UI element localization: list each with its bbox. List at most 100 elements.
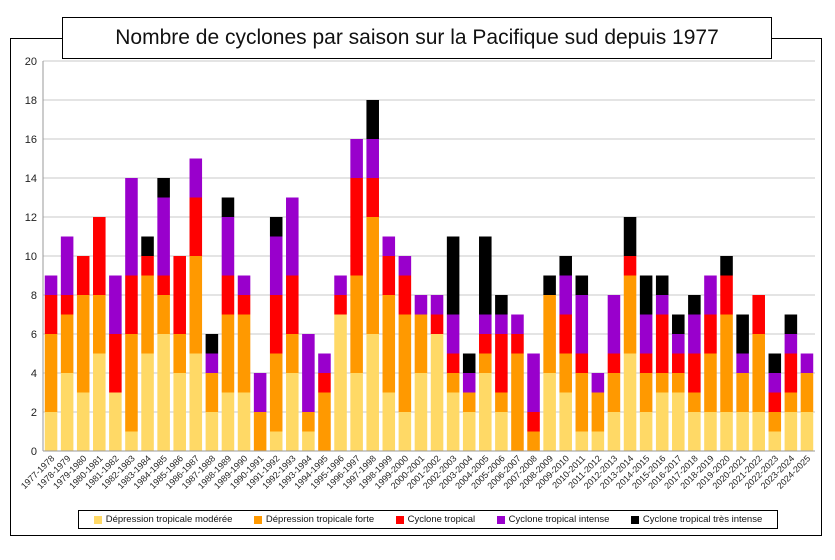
bar-segment — [173, 373, 186, 451]
bar-segment — [655, 373, 669, 393]
bar-segment — [237, 392, 251, 451]
chart-legend: Dépression tropicale modérée Dépression t… — [78, 510, 778, 529]
bar-segment — [253, 373, 267, 412]
bar-segment — [189, 353, 203, 451]
bar-segment — [157, 295, 170, 334]
bar-segment — [125, 431, 138, 451]
bar-segment — [237, 314, 251, 393]
bar-segment — [720, 275, 733, 315]
bar-segment — [366, 178, 379, 217]
bar-segment — [559, 392, 572, 451]
legend-swatch — [253, 515, 262, 524]
bar-segment — [398, 314, 412, 412]
bar-segment — [205, 373, 219, 412]
bar-segment — [720, 256, 733, 276]
bar-segment — [269, 431, 283, 451]
bar-segment — [768, 353, 782, 373]
bar-segment — [479, 236, 492, 315]
bar-segment — [672, 334, 685, 354]
bar-segment — [318, 373, 331, 393]
bar-segment — [125, 334, 138, 432]
bar-segment — [382, 295, 396, 393]
bar-segment — [639, 275, 653, 315]
bar-segment — [623, 353, 637, 451]
bar-segment — [286, 334, 299, 373]
legend-swatch — [93, 515, 102, 524]
bar-segment — [189, 197, 203, 256]
bar-segment — [430, 334, 444, 451]
y-tick-label: 12 — [25, 212, 37, 224]
bar-segment — [269, 295, 283, 354]
bar-segment — [60, 373, 74, 451]
bar-segment — [623, 217, 637, 256]
bar-segment — [205, 334, 219, 354]
legend-item: Cyclone tropical — [395, 514, 476, 525]
bar-segment — [736, 353, 749, 373]
bar-segment — [495, 295, 508, 315]
bar-segment — [704, 412, 717, 451]
bar-segment — [173, 334, 186, 373]
bar-segment — [511, 353, 524, 451]
bar-segment — [350, 139, 363, 178]
bar-segment — [462, 373, 476, 393]
bar-segment — [141, 275, 154, 354]
bar-segment — [559, 314, 572, 354]
bar-segment — [720, 412, 733, 451]
bar-segment — [269, 236, 283, 295]
bar-segment — [44, 275, 58, 295]
bar-segment — [800, 373, 814, 412]
bar-segment — [446, 314, 460, 354]
legend-item: Dépression tropicale forte — [253, 514, 374, 525]
bar-segment — [704, 353, 717, 412]
bar-segment — [141, 236, 154, 256]
bar-segment — [350, 373, 363, 451]
bar-segment — [688, 295, 701, 315]
bar-segment — [479, 314, 492, 334]
bar-segment — [109, 275, 122, 334]
bar-segment — [479, 334, 492, 354]
bar-segment — [157, 178, 170, 198]
bar-segment — [736, 412, 749, 451]
bar-segment — [784, 314, 798, 334]
bar-segment — [639, 412, 653, 451]
bar-segment — [382, 256, 396, 295]
bar-segment — [639, 314, 653, 354]
bar-segment — [302, 334, 315, 412]
bar-segment — [752, 412, 765, 451]
bar-segment — [784, 412, 798, 451]
bar-segment — [44, 334, 58, 412]
bar-segment — [784, 334, 798, 354]
bar-segment — [559, 353, 572, 393]
bar-segment — [286, 275, 299, 334]
bar-segment — [221, 275, 235, 315]
bar-segment — [655, 295, 669, 315]
bar-segment — [672, 392, 685, 451]
bar-segment — [591, 431, 605, 451]
legend-label: Cyclone tropical — [407, 514, 476, 525]
bar-segment — [672, 373, 685, 393]
bar-segment — [302, 412, 315, 432]
bar-segment — [607, 295, 621, 354]
bar-segment — [639, 373, 653, 412]
bar-segment — [286, 373, 299, 451]
bar-segment — [125, 178, 138, 276]
bar-segment — [44, 295, 58, 334]
bar-segment — [173, 256, 186, 334]
bar-segment — [157, 334, 170, 451]
bar-segment — [495, 392, 508, 412]
bar-segment — [366, 100, 379, 139]
bar-segment — [543, 373, 556, 451]
y-tick-label: 0 — [31, 446, 37, 458]
bar-segment — [768, 431, 782, 451]
bar-segment — [398, 275, 412, 315]
bar-segment — [704, 314, 717, 354]
bar-segment — [495, 334, 508, 393]
bar-segment — [382, 236, 396, 256]
bar-segment — [623, 256, 637, 276]
bar-segment — [366, 217, 379, 334]
bars — [44, 100, 814, 451]
bar-segment — [189, 256, 203, 354]
bar-segment — [125, 275, 138, 334]
bar-segment — [688, 392, 701, 412]
